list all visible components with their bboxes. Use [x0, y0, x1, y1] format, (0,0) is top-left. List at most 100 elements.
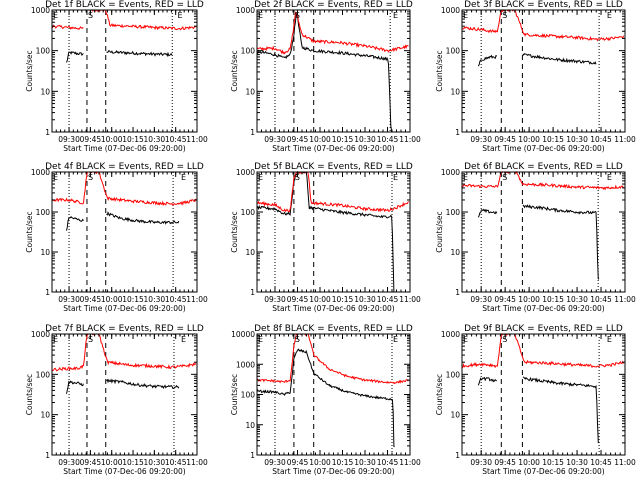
x-tick-label: 10:00	[309, 295, 331, 304]
y-tick-label: 1	[455, 128, 460, 137]
interval-marker-e: E	[181, 173, 186, 182]
y-axis-label: Counts/sec	[25, 50, 34, 91]
x-tick-label: 09:45	[494, 135, 516, 144]
plot-frame	[51, 333, 198, 456]
x-axis-label: Start Time (07-Dec-06 09:20:00)	[272, 467, 394, 476]
x-axis-label: Start Time (07-Dec-06 09:20:00)	[482, 467, 604, 476]
x-tick-label: 09:30	[58, 458, 80, 467]
x-tick-label: 09:45	[494, 458, 516, 467]
y-tick-label: 1000	[236, 168, 255, 177]
y-tick-label: 100	[446, 370, 461, 379]
plot-frame	[461, 171, 626, 293]
y-axis-label: Counts/sec	[25, 211, 34, 252]
series-line-events	[477, 204, 600, 280]
y-tick-label: 1	[455, 451, 460, 460]
chart-title: Det 3f BLACK = Events, RED = LLD	[464, 0, 623, 10]
interval-marker-e: E	[53, 335, 58, 344]
y-tick-label: 10	[450, 411, 460, 420]
x-tick-label: 10:15	[122, 295, 144, 304]
interval-marker-s: S	[502, 335, 507, 344]
x-axis-label: Start Time (07-Dec-06 09:20:00)	[482, 144, 604, 153]
chart-title: Det 6f BLACK = Events, RED = LLD	[464, 162, 623, 172]
x-tick-label: 09:45	[494, 295, 516, 304]
x-tick-label: 09:30	[58, 295, 80, 304]
interval-marker-e: E	[258, 335, 263, 344]
y-tick-label: 1	[250, 451, 255, 460]
x-tick-label: 11:00	[399, 135, 421, 144]
series-line-lld	[461, 170, 624, 191]
y-tick-label: 1	[45, 451, 50, 460]
plot-frame	[256, 9, 411, 133]
x-tick-label: 10:45	[590, 458, 612, 467]
y-tick-label: 100	[446, 208, 461, 217]
chart-title: Det 8f BLACK = Events, RED = LLD	[254, 324, 413, 334]
series-line-events	[256, 348, 395, 448]
y-axis-label: Counts/sec	[435, 211, 444, 252]
y-axis-label: Counts/sec	[435, 50, 444, 91]
y-axis-label: Counts/sec	[25, 374, 34, 415]
y-tick-label: 1	[250, 128, 255, 137]
interval-marker-s: S	[502, 173, 507, 182]
x-tick-label: 09:45	[287, 458, 309, 467]
y-tick-label: 1000	[236, 360, 255, 369]
x-tick-label: 10:45	[165, 458, 187, 467]
x-axis-label: Start Time (07-Dec-06 09:20:00)	[63, 144, 185, 153]
series-line-lld	[256, 333, 409, 385]
x-tick-label: 10:00	[518, 295, 540, 304]
interval-marker-e: E	[463, 335, 468, 344]
y-tick-label: 100	[36, 370, 51, 379]
chart-title: Det 1f BLACK = Events, RED = LLD	[45, 0, 204, 10]
y-tick-label: 1	[250, 288, 255, 297]
x-tick-label: 11:00	[186, 135, 208, 144]
interval-marker-e: E	[463, 173, 468, 182]
x-tick-label: 11:00	[614, 458, 636, 467]
x-tick-label: 10:15	[542, 458, 564, 467]
x-tick-label: 11:00	[399, 295, 421, 304]
x-tick-label: 09:45	[80, 458, 102, 467]
x-tick-label: 09:30	[470, 295, 492, 304]
x-tick-label: 09:30	[264, 458, 286, 467]
y-tick-label: 1000	[441, 6, 460, 15]
chart-panel-1: Det 1f BLACK = Events, RED = LLD 1 10 100 10…	[25, 0, 208, 153]
interval-marker-e: E	[393, 11, 398, 20]
chart-panel-5: Det 5f BLACK = Events, RED = LLD 1 10 100 10…	[230, 162, 421, 313]
interval-marker-s: S	[88, 11, 93, 20]
y-tick-label: 10	[245, 421, 255, 430]
interval-marker-e: E	[607, 335, 612, 344]
interval-marker-e: E	[178, 11, 183, 20]
series-line-lld	[461, 333, 624, 369]
series-line-events	[256, 170, 395, 293]
y-tick-label: 10	[450, 248, 460, 257]
x-axis-label: Start Time (07-Dec-06 09:20:00)	[482, 304, 604, 313]
x-tick-label: 10:30	[566, 458, 588, 467]
x-tick-label: 10:15	[122, 135, 144, 144]
x-tick-label: 09:30	[470, 135, 492, 144]
x-tick-label: 10:15	[332, 135, 354, 144]
chart-panel-3: Det 3f BLACK = Events, RED = LLD 1 10 100 10…	[435, 0, 636, 153]
x-tick-label: 10:30	[144, 295, 166, 304]
x-tick-label: 10:00	[101, 458, 123, 467]
x-tick-label: 10:30	[354, 295, 376, 304]
x-tick-label: 10:30	[354, 135, 376, 144]
interval-marker-e: E	[607, 11, 612, 20]
y-tick-label: 1	[45, 288, 50, 297]
series-line-lld	[52, 333, 197, 372]
x-tick-label: 09:45	[287, 135, 309, 144]
x-tick-label: 10:45	[377, 458, 399, 467]
interval-marker-s: S	[295, 335, 300, 344]
x-tick-label: 10:15	[542, 295, 564, 304]
y-tick-label: 1000	[441, 330, 460, 339]
y-tick-label: 1000	[441, 168, 460, 177]
chart-title: Det 2f BLACK = Events, RED = LLD	[254, 0, 413, 10]
x-tick-label: 09:45	[287, 295, 309, 304]
chart-title: Det 5f BLACK = Events, RED = LLD	[254, 162, 413, 172]
series-line-events	[66, 378, 180, 394]
series-line-events	[477, 53, 597, 67]
x-tick-label: 09:30	[264, 135, 286, 144]
y-tick-label: 10	[245, 248, 255, 257]
y-tick-label: 10000	[231, 330, 255, 339]
x-tick-label: 10:45	[165, 295, 187, 304]
x-axis-label: Start Time (07-Dec-06 09:20:00)	[272, 304, 394, 313]
series-line-events	[66, 49, 173, 63]
